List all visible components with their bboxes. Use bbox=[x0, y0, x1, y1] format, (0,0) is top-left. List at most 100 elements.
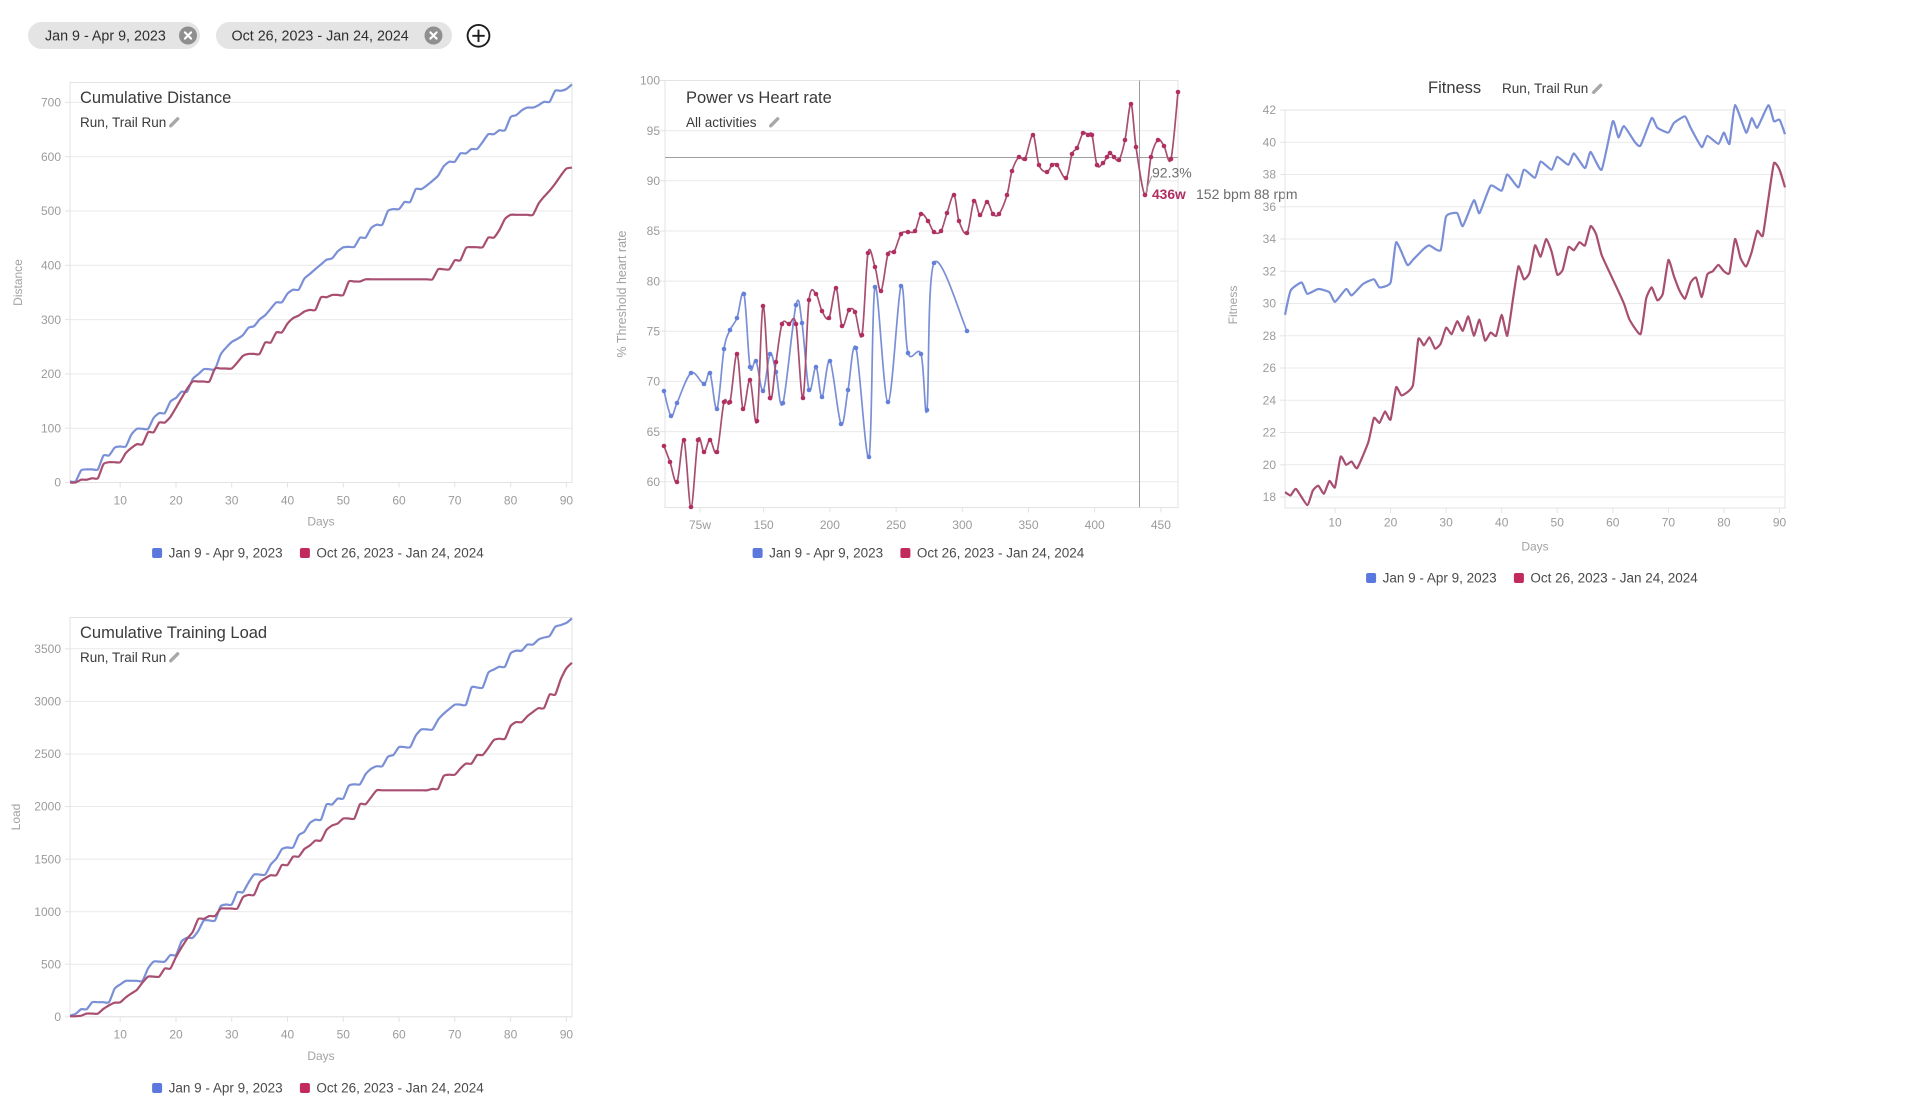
svg-text:90: 90 bbox=[560, 1028, 574, 1042]
svg-text:300: 300 bbox=[41, 313, 61, 327]
svg-text:80: 80 bbox=[647, 274, 661, 288]
svg-text:22: 22 bbox=[1263, 426, 1277, 440]
svg-text:30: 30 bbox=[225, 494, 239, 508]
svg-text:100: 100 bbox=[41, 421, 61, 435]
svg-text:26: 26 bbox=[1263, 361, 1277, 375]
svg-text:75w: 75w bbox=[689, 518, 711, 532]
svg-text:20: 20 bbox=[1263, 458, 1277, 472]
svg-text:30: 30 bbox=[1439, 516, 1453, 530]
svg-text:Power vs Heart rate: Power vs Heart rate bbox=[686, 89, 832, 107]
svg-text:Fitness: Fitness bbox=[1428, 79, 1481, 97]
svg-text:32: 32 bbox=[1263, 264, 1277, 278]
svg-text:Jan 9 - Apr 9, 2023: Jan 9 - Apr 9, 2023 bbox=[169, 1081, 283, 1096]
svg-text:30: 30 bbox=[1263, 297, 1277, 311]
svg-text:40: 40 bbox=[1263, 135, 1277, 149]
svg-text:70: 70 bbox=[448, 494, 462, 508]
svg-text:1000: 1000 bbox=[34, 905, 61, 919]
svg-text:10: 10 bbox=[114, 1028, 128, 1042]
svg-text:38: 38 bbox=[1263, 168, 1277, 182]
svg-text:200: 200 bbox=[41, 367, 61, 381]
svg-text:88 rpm: 88 rpm bbox=[1254, 186, 1298, 202]
svg-text:2500: 2500 bbox=[34, 747, 61, 761]
svg-text:65: 65 bbox=[647, 425, 661, 439]
svg-text:150: 150 bbox=[754, 518, 774, 532]
svg-text:80: 80 bbox=[504, 1028, 518, 1042]
svg-text:All activities: All activities bbox=[686, 115, 757, 130]
svg-text:90: 90 bbox=[647, 174, 661, 188]
svg-text:Oct 26, 2023 - Jan 24, 2024: Oct 26, 2023 - Jan 24, 2024 bbox=[316, 546, 484, 561]
svg-text:85: 85 bbox=[647, 224, 661, 238]
svg-text:60: 60 bbox=[392, 1028, 406, 1042]
svg-text:70: 70 bbox=[448, 1028, 462, 1042]
svg-text:70: 70 bbox=[647, 375, 661, 389]
svg-text:40: 40 bbox=[1495, 516, 1509, 530]
svg-text:50: 50 bbox=[1551, 516, 1565, 530]
svg-text:30: 30 bbox=[225, 1028, 239, 1042]
svg-text:436w: 436w bbox=[1152, 187, 1186, 202]
svg-text:0: 0 bbox=[54, 476, 61, 490]
svg-text:Oct 26, 2023 - Jan 24, 2024: Oct 26, 2023 - Jan 24, 2024 bbox=[232, 29, 409, 45]
svg-text:Distance: Distance bbox=[11, 259, 25, 306]
svg-text:20: 20 bbox=[169, 494, 183, 508]
svg-text:20: 20 bbox=[169, 1028, 183, 1042]
svg-text:Load: Load bbox=[9, 804, 23, 831]
svg-text:36: 36 bbox=[1263, 200, 1277, 214]
svg-text:28: 28 bbox=[1263, 329, 1277, 343]
svg-text:50: 50 bbox=[337, 494, 351, 508]
svg-text:100: 100 bbox=[640, 74, 660, 88]
svg-text:300: 300 bbox=[952, 518, 972, 532]
svg-text:Cumulative Training Load: Cumulative Training Load bbox=[80, 624, 267, 642]
svg-text:10: 10 bbox=[1328, 516, 1342, 530]
svg-text:20: 20 bbox=[1384, 516, 1398, 530]
svg-text:Days: Days bbox=[307, 1049, 334, 1063]
svg-text:Days: Days bbox=[1521, 540, 1548, 554]
svg-text:Run, Trail Run: Run, Trail Run bbox=[80, 115, 166, 130]
svg-text:Jan 9 - Apr 9, 2023: Jan 9 - Apr 9, 2023 bbox=[1383, 571, 1497, 586]
svg-text:Oct 26, 2023 - Jan 24, 2024: Oct 26, 2023 - Jan 24, 2024 bbox=[316, 1081, 484, 1096]
svg-text:60: 60 bbox=[1606, 516, 1620, 530]
svg-text:Oct 26, 2023 - Jan 24, 2024: Oct 26, 2023 - Jan 24, 2024 bbox=[1530, 571, 1698, 586]
svg-text:Jan 9 - Apr 9, 2023: Jan 9 - Apr 9, 2023 bbox=[45, 29, 166, 45]
svg-text:% Threshold heart rate: % Threshold heart rate bbox=[615, 230, 629, 357]
svg-text:250: 250 bbox=[886, 518, 906, 532]
svg-text:3500: 3500 bbox=[34, 642, 61, 656]
svg-text:Jan 9 - Apr 9, 2023: Jan 9 - Apr 9, 2023 bbox=[769, 546, 883, 561]
svg-text:70: 70 bbox=[1662, 516, 1676, 530]
svg-text:80: 80 bbox=[1717, 516, 1731, 530]
svg-text:Run, Trail Run: Run, Trail Run bbox=[80, 650, 166, 665]
svg-text:34: 34 bbox=[1263, 232, 1277, 246]
svg-text:Fitness: Fitness bbox=[1226, 286, 1240, 325]
svg-text:24: 24 bbox=[1263, 393, 1277, 407]
svg-text:3000: 3000 bbox=[34, 695, 61, 709]
svg-text:75: 75 bbox=[647, 324, 661, 338]
svg-text:40: 40 bbox=[281, 1028, 295, 1042]
svg-text:450: 450 bbox=[1151, 518, 1171, 532]
svg-text:350: 350 bbox=[1018, 518, 1038, 532]
svg-text:500: 500 bbox=[41, 204, 61, 218]
svg-text:90: 90 bbox=[560, 494, 574, 508]
svg-text:Cumulative Distance: Cumulative Distance bbox=[80, 89, 231, 107]
svg-text:60: 60 bbox=[392, 494, 406, 508]
svg-text:700: 700 bbox=[41, 96, 61, 110]
svg-text:95: 95 bbox=[647, 124, 661, 138]
svg-text:152 bpm: 152 bpm bbox=[1196, 186, 1250, 202]
svg-text:400: 400 bbox=[1085, 518, 1105, 532]
svg-text:Run, Trail Run: Run, Trail Run bbox=[1502, 81, 1588, 96]
svg-text:50: 50 bbox=[337, 1028, 351, 1042]
svg-text:600: 600 bbox=[41, 150, 61, 164]
svg-text:90: 90 bbox=[1773, 516, 1787, 530]
svg-text:400: 400 bbox=[41, 259, 61, 273]
svg-text:2000: 2000 bbox=[34, 800, 61, 814]
svg-text:42: 42 bbox=[1263, 103, 1277, 117]
svg-text:Days: Days bbox=[307, 515, 334, 529]
svg-text:10: 10 bbox=[114, 494, 128, 508]
svg-text:500: 500 bbox=[41, 957, 61, 971]
svg-text:40: 40 bbox=[281, 494, 295, 508]
svg-text:1500: 1500 bbox=[34, 852, 61, 866]
svg-text:80: 80 bbox=[504, 494, 518, 508]
svg-text:92.3%: 92.3% bbox=[1152, 165, 1192, 181]
svg-text:18: 18 bbox=[1263, 490, 1277, 504]
svg-text:60: 60 bbox=[647, 475, 661, 489]
svg-text:200: 200 bbox=[820, 518, 840, 532]
svg-text:0: 0 bbox=[54, 1010, 61, 1024]
